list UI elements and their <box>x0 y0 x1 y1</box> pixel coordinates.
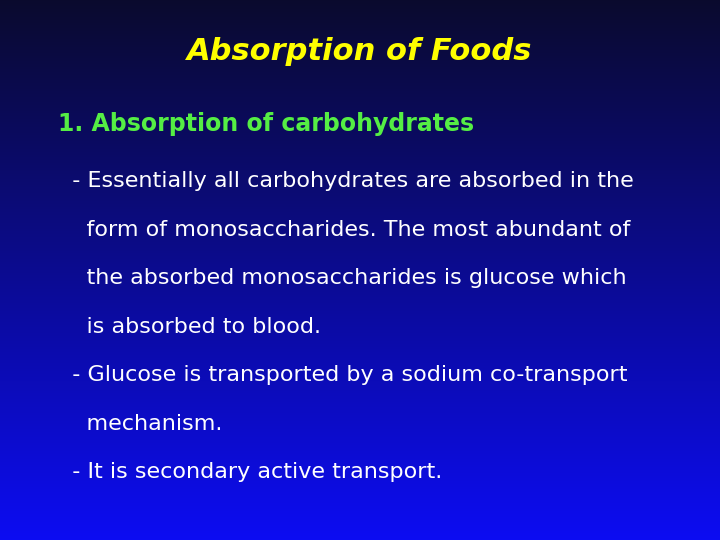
Text: Absorption of Foods: Absorption of Foods <box>187 37 533 66</box>
Text: the absorbed monosaccharides is glucose which: the absorbed monosaccharides is glucose … <box>58 268 626 288</box>
Text: - It is secondary active transport.: - It is secondary active transport. <box>58 462 442 483</box>
Text: 1. Absorption of carbohydrates: 1. Absorption of carbohydrates <box>58 112 474 136</box>
Text: is absorbed to blood.: is absorbed to blood. <box>58 316 320 337</box>
Text: - Glucose is transported by a sodium co-transport: - Glucose is transported by a sodium co-… <box>58 365 627 386</box>
Text: - Essentially all carbohydrates are absorbed in the: - Essentially all carbohydrates are abso… <box>58 171 634 191</box>
Text: form of monosaccharides. The most abundant of: form of monosaccharides. The most abunda… <box>58 219 630 240</box>
Text: mechanism.: mechanism. <box>58 414 222 434</box>
